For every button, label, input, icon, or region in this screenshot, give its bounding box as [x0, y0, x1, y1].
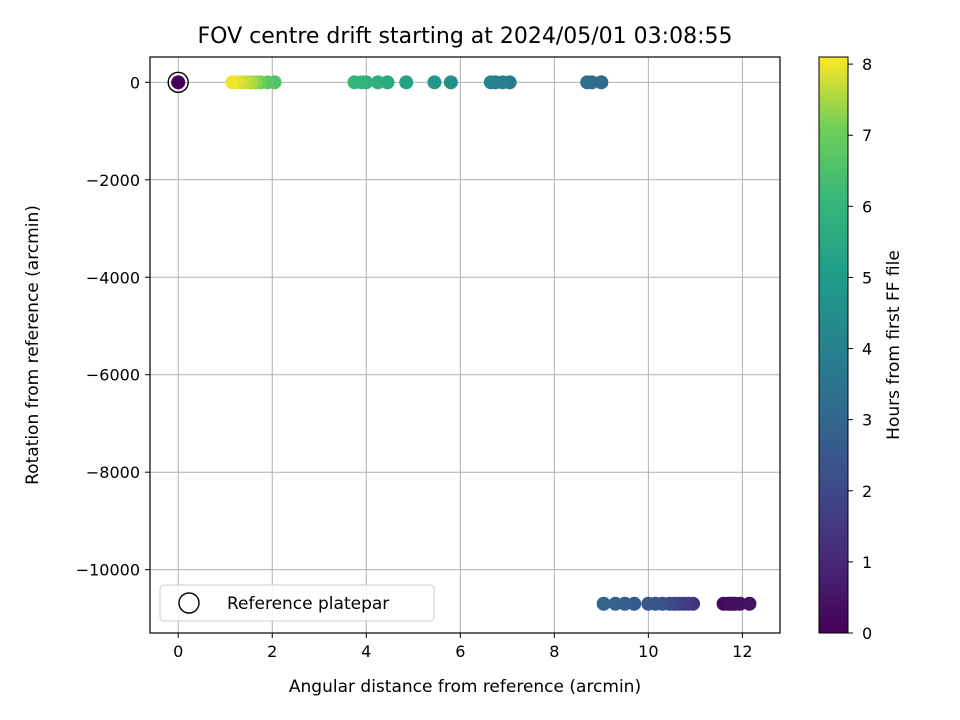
data-point-43	[225, 75, 240, 90]
colorbar-tick-label-0: 0	[862, 624, 872, 643]
y-axis-ticks: 0 −2000 −4000 −6000 −8000 −10000	[76, 73, 150, 580]
colorbar-tick-label-8: 8	[862, 55, 872, 74]
x-axis-label: Angular distance from reference (arcmin)	[289, 677, 641, 697]
data-point-19	[596, 596, 611, 611]
colorbar-tick-label-7: 7	[862, 126, 872, 145]
x-tick-label-0: 0	[173, 642, 183, 661]
legend-box	[159, 584, 435, 622]
data-point-28	[427, 75, 442, 90]
legend-marker-circle	[178, 592, 200, 614]
x-tick-label-5: 10	[638, 642, 658, 661]
y-tick-label-4: −8000	[86, 463, 140, 482]
colorbar-tick-label-5: 5	[862, 268, 872, 287]
data-point-26	[483, 75, 498, 90]
y-tick-label-5: −10000	[76, 561, 140, 580]
data-points	[225, 75, 757, 611]
colorbar-tick-label-1: 1	[862, 553, 872, 572]
data-point-15	[641, 596, 656, 611]
colorbar: 0 1 2 3 4 5 6 7 8 Hours from first FF file	[818, 55, 904, 643]
data-point-18	[608, 596, 623, 611]
colorbar-tick-label-3: 3	[862, 411, 872, 430]
chart-title: FOV centre drift starting at 2024/05/01 …	[198, 24, 733, 49]
y-tick-label-3: −6000	[86, 366, 140, 385]
colorbar-tick-label-2: 2	[862, 482, 872, 501]
grid	[150, 57, 780, 633]
data-point-6	[742, 596, 757, 611]
colorbar-tick-label-6: 6	[862, 197, 872, 216]
colorbar-ticks: 0 1 2 3 4 5 6 7 8	[848, 55, 872, 643]
data-point-31	[371, 75, 386, 90]
x-tick-label-3: 6	[455, 642, 465, 661]
colorbar-label: Hours from first FF file	[884, 250, 904, 440]
y-axis-label: Rotation from reference (arcmin)	[23, 205, 43, 485]
colorbar-tick-label-4: 4	[862, 340, 872, 359]
x-tick-label-6: 12	[732, 642, 752, 661]
y-tick-label-0: 0	[130, 73, 140, 92]
x-tick-label-2: 4	[361, 642, 371, 661]
x-axis-ticks: 0 2 4 6 8 10 12	[173, 633, 753, 661]
data-point-29	[399, 75, 414, 90]
x-tick-label-4: 8	[549, 642, 559, 661]
data-point-27	[443, 75, 458, 90]
colorbar-gradient	[818, 56, 849, 634]
reference-marker	[167, 71, 189, 94]
reference-ring	[167, 71, 189, 94]
y-tick-label-2: −4000	[86, 268, 140, 287]
y-tick-label-1: −2000	[86, 171, 140, 190]
data-point-34	[347, 75, 362, 90]
data-point-22	[580, 75, 595, 90]
legend-entry-reference: Reference platepar	[227, 594, 389, 614]
legend: Reference platepar	[159, 584, 435, 622]
x-tick-label-1: 2	[267, 642, 277, 661]
plot-frame	[149, 56, 781, 634]
reference-point	[171, 75, 186, 90]
